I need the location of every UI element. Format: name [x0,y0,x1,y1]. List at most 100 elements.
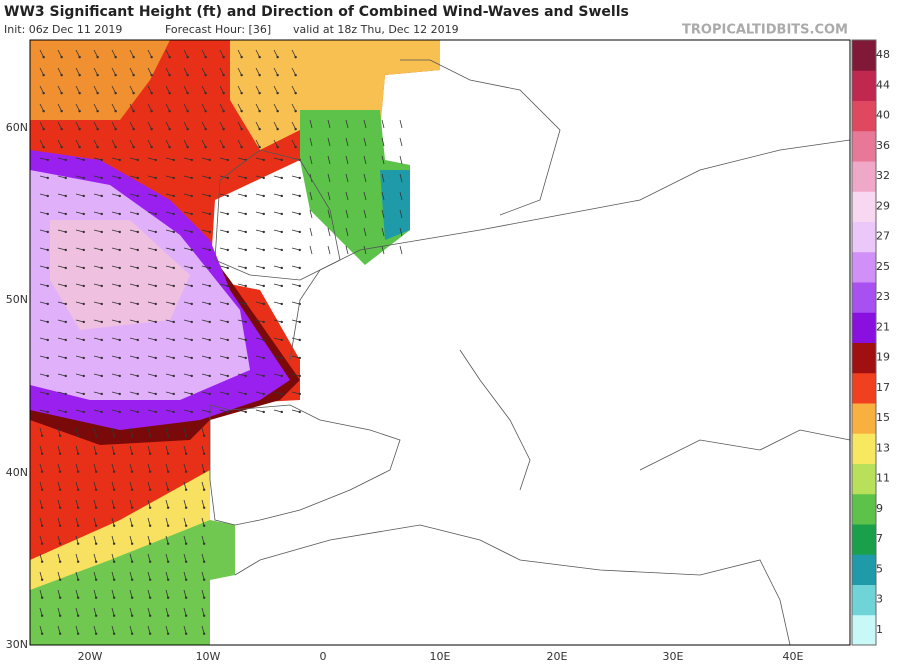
wave-arrow-head [244,356,247,360]
wave-arrow-head [58,596,62,599]
wave-arrow [39,553,43,562]
wave-arrow-head [226,230,229,234]
wave-arrow-head [130,632,134,635]
wave-arrow [309,227,313,237]
wave-arrow [129,319,138,323]
wave-arrow [309,137,313,147]
wave-arrow [165,373,174,377]
colorbar-swatch [852,70,876,101]
wave-arrow [129,247,138,251]
wave-arrow [183,85,188,94]
wave-arrow [291,319,300,323]
wave-arrow-head [226,266,229,270]
lat-label: 30N [6,638,28,651]
wave-arrow [255,85,260,94]
wave-arrow [129,175,138,179]
wave-arrow [39,247,48,251]
wave-arrow [345,191,349,201]
wave-arrow [219,355,228,359]
wave-arrow [363,173,367,183]
wave-arrow-head [208,284,211,288]
wave-arrow-head [208,338,211,342]
wave-arrow [399,245,403,255]
wave-arrow-head [94,560,98,563]
colorbar-swatch [852,130,876,162]
wave-field-pink [50,220,190,330]
wave-arrow [93,283,102,287]
wave-arrow-head [190,194,193,198]
wave-arrow [219,229,228,233]
wave-arrow-head [136,356,139,360]
wave-arrow [201,211,210,215]
wave-arrow-head [186,145,189,149]
map [30,40,850,645]
wave-arrow [129,571,133,580]
wave-arrow [255,175,264,179]
wave-arrow-head [96,127,99,131]
wave-arrow-head [202,560,206,563]
wave-arrow-head [184,506,188,509]
wave-arrow-head [298,176,301,180]
wave-arrow-head [118,176,121,180]
wave-arrow-head [202,506,206,509]
wave-arrow-head [244,266,247,270]
wave-arrow-head [222,55,225,59]
wave-arrow-head [136,248,139,252]
wave-arrow-head [244,392,247,396]
wave-arrow [147,139,152,148]
wave-arrow [273,301,282,305]
map-frame [29,39,851,646]
wave-arrow [129,445,133,454]
wave-arrow [129,193,138,197]
wave-arrow [57,301,66,305]
wave-arrow [147,229,156,233]
wave-arrow-head [294,145,297,149]
wave-arrow-head [78,73,81,77]
wave-arrow [39,391,48,395]
wave-arrow-head [64,392,67,396]
wave-arrow [201,85,206,94]
wave-arrow-head [76,488,80,491]
wave-arrow [399,227,403,237]
wave-arrow-head [112,434,116,437]
wave-arrow [309,245,313,255]
wave-arrow-head [240,145,243,149]
wave-arrow [111,157,120,161]
wave-arrow-head [166,524,170,527]
wave-arrow [39,211,48,215]
wave-arrow-head [136,194,139,198]
wave-arrow-head [172,176,175,180]
wave-arrow [219,301,228,305]
wave-arrow-head [82,212,85,216]
wave-arrow [39,463,43,472]
wave-arrow-head [202,470,206,473]
wave-arrow-head [276,91,279,95]
wave-arrow-head [202,632,206,635]
wave-arrow-head [118,374,121,378]
wave-arrow [327,209,331,219]
wave-arrow [111,409,120,413]
wave-arrow [165,49,170,58]
wave-arrow [93,175,102,179]
wave-arrow [363,245,367,255]
wave-arrow-head [150,145,153,149]
wave-arrow-head [258,145,261,149]
colorbar-swatch [852,433,876,464]
wave-arrow [129,337,138,341]
wave-arrow-head [114,73,117,77]
wave-arrow [201,553,205,562]
wave-arrow [183,391,192,395]
wave-arrow [255,283,264,287]
wave-arrow [237,175,246,179]
wave-arrow [75,211,84,215]
wave-arrow-head [96,145,99,149]
wave-arrow [219,409,228,413]
wave-arrow-head [46,158,49,162]
wave-arrow-head [64,374,67,378]
wave-arrow-head [132,127,135,131]
wave-arrow [93,499,97,508]
wave-arrow [57,319,66,323]
wave-arrow-head [204,73,207,77]
wave-arrow-head [76,524,80,527]
wave-arrow-head [294,73,297,77]
